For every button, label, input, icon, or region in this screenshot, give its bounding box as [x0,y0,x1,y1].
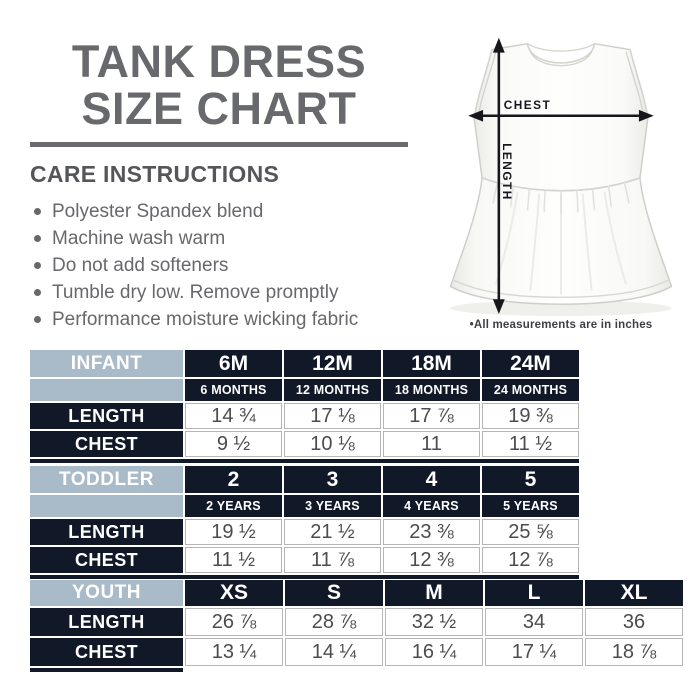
care-item-text: Performance moisture wicking fabric [52,308,359,330]
neckline [526,43,596,67]
column-header: XS [185,580,283,606]
table-bottom-bar [30,459,579,463]
toddler-size-table: TODDLER 2 3 4 5 2 YEARS 3 YEARS 4 YEARS … [28,464,581,581]
length-arrow: LENGTH [492,37,514,315]
size-value: 16 ¼ [385,638,483,666]
hem-band-line [452,278,670,298]
page-title-line1: TANK DRESS [71,36,367,87]
size-value: 26 ⅞ [185,608,283,636]
page-title: TANK DRESS SIZE CHART [28,38,410,132]
group-label-toddler: TODDLER [30,466,183,493]
row-label-chest: CHEST [30,431,183,457]
length-label: LENGTH [500,143,514,201]
column-header: 3 [284,466,381,493]
care-item: Polyester Spandex blend [32,198,432,225]
group-label-spacer [30,495,183,517]
dress-figure: LENGTH CHEST [436,22,686,318]
care-item: Performance moisture wicking fabric [32,306,432,333]
size-value: 32 ½ [385,608,483,636]
column-subheader: 6 MONTHS [185,379,282,401]
group-label-spacer [30,379,183,401]
column-header: 12M [284,350,381,377]
column-subheader: 18 MONTHS [383,379,480,401]
care-item: Tumble dry low. Remove promptly [32,279,432,306]
size-value: 11 [383,431,480,457]
waist-gathers [492,181,630,214]
size-value: 28 ⅞ [285,608,383,636]
size-value: 17 ⅞ [383,403,480,429]
bullet-icon [34,235,41,242]
size-value: 14 ¼ [285,638,383,666]
size-value: 23 ⅜ [383,519,480,545]
care-item: Do not add softeners [32,252,432,279]
size-value: 18 ⅞ [585,638,683,666]
size-value: 36 [585,608,683,636]
size-value: 17 ⅛ [284,403,381,429]
size-value: 11 ½ [185,547,282,573]
column-header: 24M [482,350,579,377]
infant-size-table: INFANT 6M 12M 18M 24M 6 MONTHS 12 MONTHS… [28,348,581,465]
size-value: 19 ½ [185,519,282,545]
column-header: S [285,580,383,606]
care-item-text: Machine wash warm [52,227,226,249]
column-header: 4 [383,466,480,493]
column-subheader: 4 YEARS [383,495,480,517]
bullet-icon [34,316,41,323]
row-label-chest: CHEST [30,547,183,573]
chest-label: CHEST [504,98,551,112]
youth-size-table: YOUTH XS S M L XL LENGTH 26 ⅞ 28 ⅞ 32 ½ … [28,578,685,674]
size-value: 10 ⅛ [284,431,381,457]
care-item-text: Do not add softeners [52,254,229,276]
care-instructions-heading: CARE INSTRUCTIONS [30,161,280,187]
row-label-length: LENGTH [30,608,183,636]
row-label-chest: CHEST [30,638,183,666]
size-value: 17 ¼ [485,638,583,666]
table-bottom-spacer [185,668,683,672]
size-value: 34 [485,608,583,636]
size-value: 11 ⅞ [284,547,381,573]
column-header: 5 [482,466,579,493]
column-header: XL [585,580,683,606]
table-bottom-bar [30,575,579,579]
care-item-text: Tumble dry low. Remove promptly [52,281,339,303]
column-header: 2 [185,466,282,493]
size-value: 12 ⅞ [482,547,579,573]
column-header: 6M [185,350,282,377]
care-instructions-list: Polyester Spandex blend Machine wash war… [32,198,432,333]
bullet-icon [34,289,41,296]
size-value: 12 ⅜ [383,547,480,573]
column-subheader: 12 MONTHS [284,379,381,401]
row-label-length: LENGTH [30,403,183,429]
column-subheader: 5 YEARS [482,495,579,517]
group-label-youth: YOUTH [30,580,183,606]
care-item-text: Polyester Spandex blend [52,200,264,222]
size-value: 19 ⅜ [482,403,579,429]
column-header: M [385,580,483,606]
size-value: 21 ½ [284,519,381,545]
size-value: 9 ½ [185,431,282,457]
column-header: 18M [383,350,480,377]
column-header: L [485,580,583,606]
size-value: 11 ½ [482,431,579,457]
size-value: 13 ¼ [185,638,283,666]
title-divider [30,142,408,147]
row-label-length: LENGTH [30,519,183,545]
size-value: 25 ⅝ [482,519,579,545]
bullet-icon [34,262,41,269]
column-subheader: 24 MONTHS [482,379,579,401]
chest-arrow: CHEST [468,98,654,122]
column-subheader: 2 YEARS [185,495,282,517]
column-subheader: 3 YEARS [284,495,381,517]
page-title-line2: SIZE CHART [81,83,357,134]
size-value: 14 ¾ [185,403,282,429]
care-item: Machine wash warm [32,225,432,252]
table-bottom-bar [30,668,183,672]
dress-shadow [450,300,672,317]
bullet-icon [34,208,41,215]
waist-seam [481,177,641,192]
tank-dress-illustration: LENGTH CHEST [449,37,673,317]
measurements-note: •All measurements are in inches [469,319,653,331]
group-label-infant: INFANT [30,350,183,377]
